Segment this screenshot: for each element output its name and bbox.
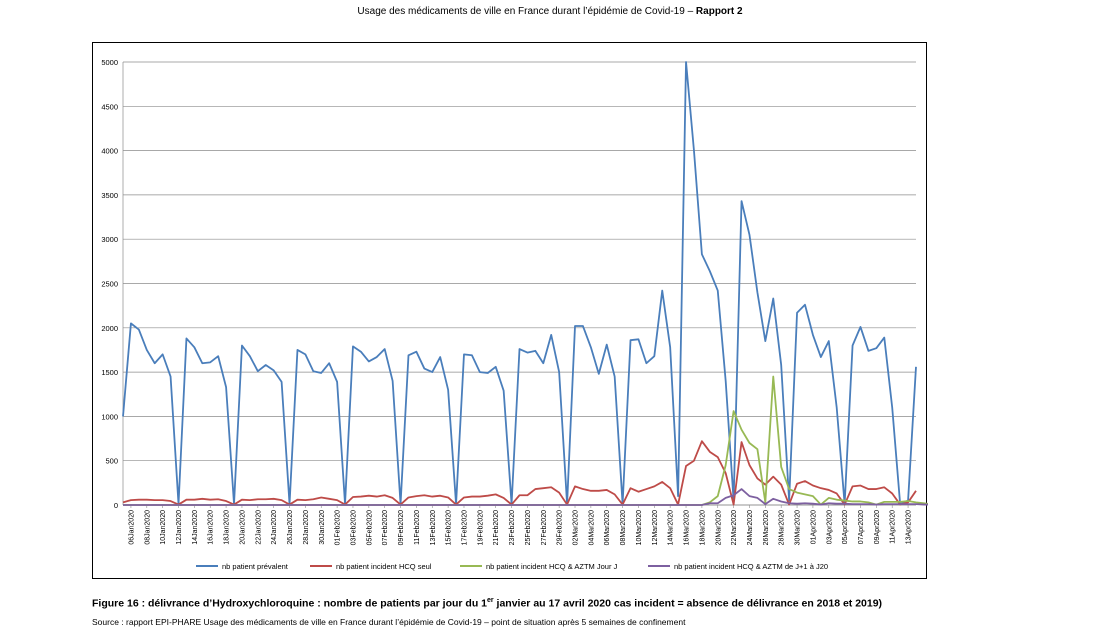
- x-tick-label: 08Jan2020: [144, 510, 151, 545]
- legend-label: nb patient incident HCQ seul: [336, 562, 432, 571]
- x-tick-label: 23Feb2020: [509, 510, 516, 546]
- caption-part2: janvier au 17 avril 2020 cas incident = …: [493, 597, 883, 610]
- series-line-3: [123, 375, 928, 506]
- x-tick-label: 08Mar2020: [620, 510, 627, 546]
- series-line-4: [123, 488, 928, 506]
- x-tick-label: 24Mar2020: [747, 510, 754, 546]
- y-tick-label: 0: [114, 501, 118, 510]
- x-tick-label: 09Apr2020: [874, 510, 881, 544]
- x-tick-label: 12Jan2020: [176, 510, 183, 545]
- x-tick-label: 06Mar2020: [604, 510, 611, 546]
- x-tick-label: 30Mar2020: [795, 510, 802, 546]
- x-tick-label: 13Apr2020: [906, 510, 913, 544]
- x-tick-label: 12Mar2020: [652, 510, 659, 546]
- x-tick-label: 25Feb2020: [525, 510, 532, 546]
- figure-caption: Figure 16 : délivrance d’Hydroxychloroqu…: [92, 597, 882, 610]
- x-tick-label: 26Mar2020: [763, 510, 770, 546]
- y-tick-label: 3000: [101, 235, 118, 244]
- x-tick-label: 09Feb2020: [398, 510, 405, 546]
- x-tick-label: 20Mar2020: [715, 510, 722, 546]
- y-tick-label: 2500: [101, 280, 118, 289]
- legend-label: nb patient incident HCQ & AZTM de J+1 à …: [674, 562, 828, 571]
- series-line-2: [122, 440, 917, 506]
- x-tick-label: 07Feb2020: [382, 510, 389, 546]
- x-tick-label: 19Feb2020: [477, 510, 484, 546]
- x-tick-label: 15Feb2020: [446, 510, 453, 546]
- x-tick-label: 17Feb2020: [461, 510, 468, 546]
- x-tick-label: 16Jan2020: [208, 510, 215, 545]
- x-tick-label: 03Apr2020: [826, 510, 833, 544]
- figure-source: Source : rapport EPI-PHARE Usage des méd…: [92, 617, 686, 627]
- x-tick-label: 18Jan2020: [224, 510, 231, 545]
- caption-superscript: er: [487, 597, 494, 604]
- page-header: Usage des médicaments de ville en France…: [0, 6, 1100, 17]
- x-tick-label: 01Feb2020: [335, 510, 342, 546]
- line-chart: 0 500 1000 1500 2000 2500 3000 3500 4000 4500 5000…: [101, 58, 928, 571]
- legend-label: nb patient incident HCQ & AZTM Jour J: [486, 562, 618, 571]
- x-tick-label: 30Jan2020: [319, 510, 326, 545]
- x-tick-label: 01Apr2020: [810, 510, 817, 544]
- x-tick-label: 26Jan2020: [287, 510, 294, 545]
- y-tick-label: 3500: [101, 191, 118, 200]
- y-tick-label: 2000: [101, 324, 118, 333]
- x-tick-label: 05Feb2020: [366, 510, 373, 546]
- x-tick-label: 22Mar2020: [731, 510, 738, 546]
- x-tick-label: 03Feb2020: [350, 510, 357, 546]
- x-tick-label: 05Apr2020: [842, 510, 849, 544]
- x-tick-label: 10Jan2020: [160, 510, 167, 545]
- x-tick-label: 11Apr2020: [890, 510, 897, 544]
- chart-frame: 0 500 1000 1500 2000 2500 3000 3500 4000 4500 5000…: [92, 42, 928, 579]
- series-line-1: [122, 61, 917, 506]
- header-text: Usage des médicaments de ville en France…: [357, 6, 696, 17]
- y-tick-label: 1000: [101, 412, 118, 421]
- x-tick-label: 10Mar2020: [636, 510, 643, 546]
- x-tick-label: 29Feb2020: [557, 510, 564, 546]
- x-tick-label: 18Mar2020: [699, 510, 706, 546]
- x-tick-label: 20Jan2020: [239, 510, 246, 545]
- y-tick-label: 5000: [101, 58, 118, 67]
- x-tick-label: 14Jan2020: [192, 510, 199, 545]
- x-tick-label: 14Mar2020: [668, 510, 675, 546]
- x-tick-label: 07Apr2020: [858, 510, 865, 544]
- legend-label: nb patient prévalent: [222, 562, 289, 571]
- x-tick-label: 11Feb2020: [414, 510, 421, 545]
- x-tick-label: 06Jan2020: [128, 510, 135, 545]
- x-tick-label: 28Jan2020: [303, 510, 310, 545]
- x-tick-label: 16Mar2020: [684, 510, 691, 546]
- x-tick-label: 27Feb2020: [541, 510, 548, 546]
- x-tick-label: 02Mar2020: [573, 510, 580, 546]
- y-tick-label: 4500: [101, 102, 118, 111]
- header-report-number: Rapport 2: [695, 6, 743, 17]
- y-tick-label: 1500: [101, 368, 118, 377]
- x-tick-label: 21Feb2020: [493, 510, 500, 546]
- x-tick-label: 13Feb2020: [430, 510, 437, 546]
- x-tick-label: 24Jan2020: [271, 510, 278, 545]
- y-tick-label: 500: [105, 457, 118, 466]
- y-tick-label: 4000: [101, 147, 118, 156]
- x-tick-label: 28Mar2020: [779, 510, 786, 546]
- caption-part1: Figure 16 : délivrance d’Hydroxychloroqu…: [92, 597, 487, 610]
- x-tick-label: 22Jan2020: [255, 510, 262, 545]
- x-tick-label: 04Mar2020: [588, 510, 595, 546]
